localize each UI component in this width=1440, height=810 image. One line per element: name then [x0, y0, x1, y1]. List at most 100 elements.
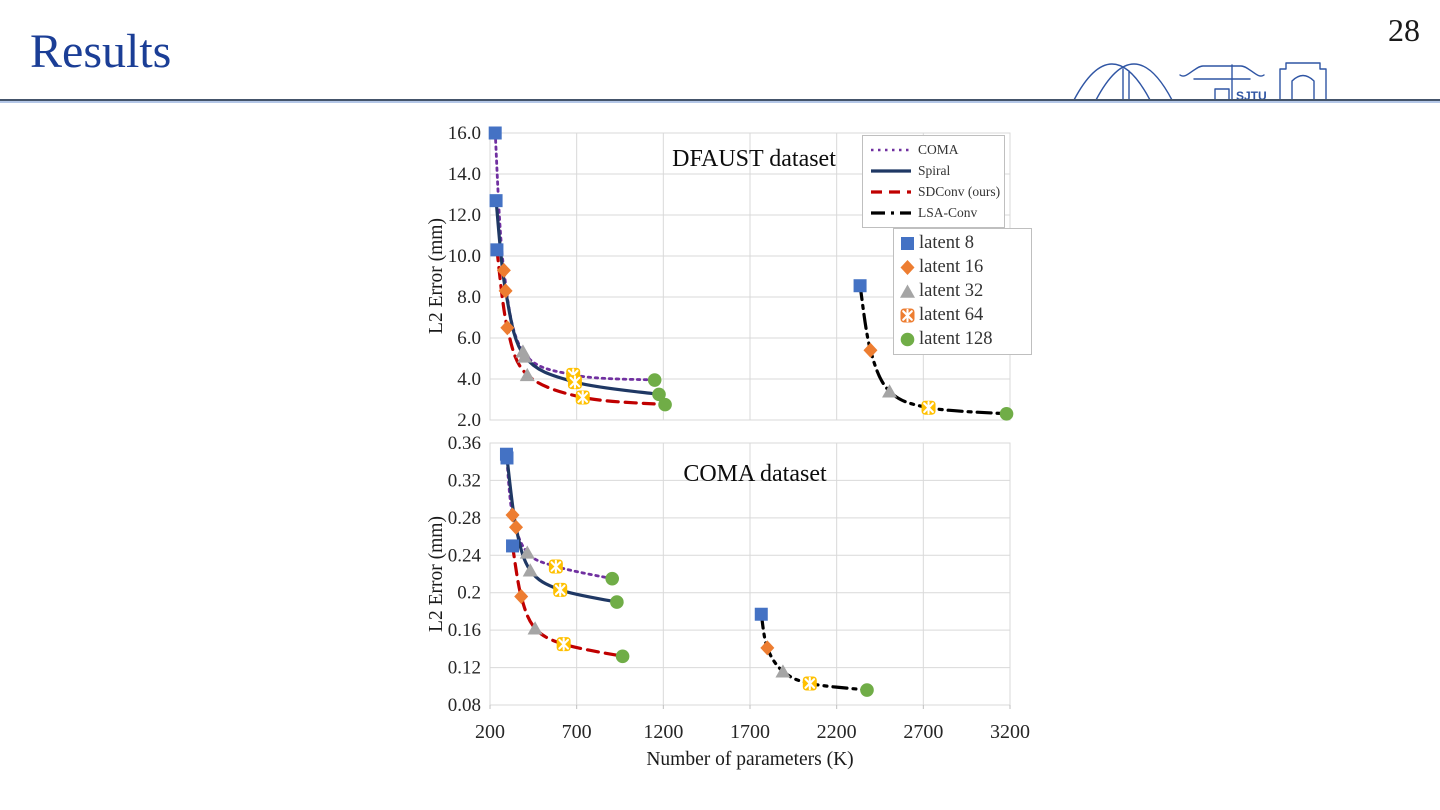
page-title: Results — [30, 25, 172, 78]
data-point-diamond — [863, 342, 878, 358]
data-point-square — [506, 539, 520, 553]
legend-label: latent 32 — [919, 280, 984, 301]
data-point-square — [500, 451, 514, 465]
x-tick-label: 200 — [475, 721, 505, 743]
data-point-circle — [652, 387, 666, 402]
divider-dark-line — [0, 99, 1440, 101]
arch-gate-icon — [1279, 62, 1327, 101]
y-tick-label: 8.0 — [457, 287, 481, 308]
data-point-triangle — [900, 284, 915, 298]
bridge-icon — [1073, 63, 1173, 101]
x-tick-label: 700 — [562, 721, 592, 743]
chart-coma: 200 700 1200 1700 2200 2700 3200 0.36 0.32 0.28 0.… — [426, 433, 1030, 770]
data-point-circle — [605, 571, 619, 586]
data-point-circle — [658, 397, 672, 412]
legend-entry-lsa-conv: LSA-Conv — [869, 205, 998, 221]
legend-entry-spiral: Spiral — [869, 163, 998, 179]
coma-line-sample-icon — [871, 149, 911, 152]
y-tick-label: 0.32 — [448, 470, 481, 491]
y-tick-label: 14.0 — [448, 164, 481, 185]
data-point-triangle — [775, 664, 791, 678]
y-tick-label: 0.2 — [457, 583, 481, 604]
data-point-diamond — [514, 588, 529, 604]
data-point-diamond — [900, 260, 915, 276]
legend-label: SDConv (ours) — [918, 183, 1001, 199]
data-point-square — [754, 607, 768, 621]
latent-16-marker-icon — [900, 260, 915, 276]
data-point-circle — [615, 649, 630, 664]
y-tick-label: 4.0 — [457, 369, 481, 390]
legend-line-styles: COMA Spiral SDConv (ours) LSA-Conv — [862, 135, 1005, 228]
data-point-circle — [647, 373, 662, 387]
data-point-diamond — [498, 283, 513, 299]
divider-light-line — [0, 101, 1440, 103]
pagoda-gate-icon — [1179, 65, 1265, 101]
lsa-conv-line-sample-icon — [871, 211, 911, 215]
logo-sjtu-text: SJTU — [1236, 89, 1267, 101]
chart-title-coma: COMA dataset — [683, 461, 827, 487]
latent-8-marker-icon — [901, 237, 914, 251]
legend-entry-latent-32: latent 32 — [899, 281, 1026, 302]
data-point-diamond — [509, 519, 523, 535]
legend-label: latent 128 — [919, 328, 993, 349]
data-point-square — [901, 237, 914, 251]
legend-entry-latent-16: latent 16 — [899, 257, 1026, 278]
data-point-triangle — [519, 545, 535, 559]
legend-label: latent 64 — [919, 304, 984, 325]
latent-64-marker-icon — [900, 308, 915, 323]
x-tick-label: 1200 — [643, 721, 683, 743]
data-point-square — [489, 194, 503, 208]
x-tick-label: 1700 — [730, 721, 770, 743]
spiral-line-sample-icon — [871, 169, 911, 173]
legend-label: latent 16 — [919, 257, 984, 278]
data-point-square — [488, 126, 502, 140]
data-point-diamond — [500, 320, 515, 336]
y-tick-label: 6.0 — [457, 328, 481, 349]
y-tick-label: 0.36 — [448, 433, 481, 454]
y-tick-label: 0.24 — [448, 545, 482, 566]
x-tick-label: 2700 — [903, 721, 943, 743]
chart-title-dfaust: DFAUST dataset — [672, 146, 836, 172]
legend-entry-sdconv-ours: SDConv (ours) — [869, 183, 1001, 200]
x-tick-label: 2200 — [817, 721, 857, 743]
data-point-circle — [999, 407, 1014, 421]
y-tick-label: 0.12 — [448, 658, 481, 679]
data-point-square — [490, 243, 504, 257]
y-tick-label: 12.0 — [448, 205, 481, 226]
legend-label: latent 8 — [919, 233, 974, 254]
data-point-triangle — [882, 384, 898, 398]
x-axis-label: Number of parameters (K) — [646, 749, 853, 770]
data-point-circle — [900, 332, 915, 346]
y-tick-label: 0.08 — [448, 695, 481, 716]
data-point-diamond — [496, 262, 511, 278]
latent-128-marker-icon — [900, 332, 915, 346]
data-point-diamond — [760, 640, 775, 656]
y-axis-label-coma: L2 Error (mm) — [426, 516, 447, 632]
header-divider — [0, 99, 1440, 103]
data-point-circle — [610, 595, 624, 609]
data-point-triangle — [519, 367, 535, 382]
series-line-sdconv-ours — [510, 544, 625, 658]
sjtu-skyline-logo: SJTU — [1073, 62, 1327, 101]
latent-32-marker-icon — [900, 284, 915, 298]
page-number: 28 — [1388, 12, 1420, 48]
legend-entry-latent-128: latent 128 — [899, 329, 1026, 350]
sdconv-ours-line-sample-icon — [871, 190, 911, 194]
legend-latent-markers: latent 8 latent 16 latent 32 latent 64 laten… — [893, 228, 1032, 355]
x-tick-label: 3200 — [990, 721, 1030, 743]
data-point-triangle — [527, 621, 543, 635]
data-point-diamond — [505, 507, 520, 523]
legend-label: COMA — [918, 142, 959, 158]
legend-label: LSA-Conv — [918, 204, 978, 220]
data-point-triangle — [522, 563, 538, 577]
legend-entry-coma: COMA — [869, 142, 998, 158]
y-tick-label: 0.16 — [448, 620, 481, 641]
y-tick-label: 10.0 — [448, 246, 481, 267]
legend-entry-latent-64: latent 64 — [899, 305, 1026, 326]
y-tick-label: 16.0 — [448, 123, 481, 144]
legend-entry-latent-8: latent 8 — [899, 233, 1026, 254]
y-axis-label-dfaust: L2 Error (mm) — [426, 218, 447, 334]
legend-label: Spiral — [918, 163, 951, 179]
data-point-triangle — [517, 349, 533, 363]
